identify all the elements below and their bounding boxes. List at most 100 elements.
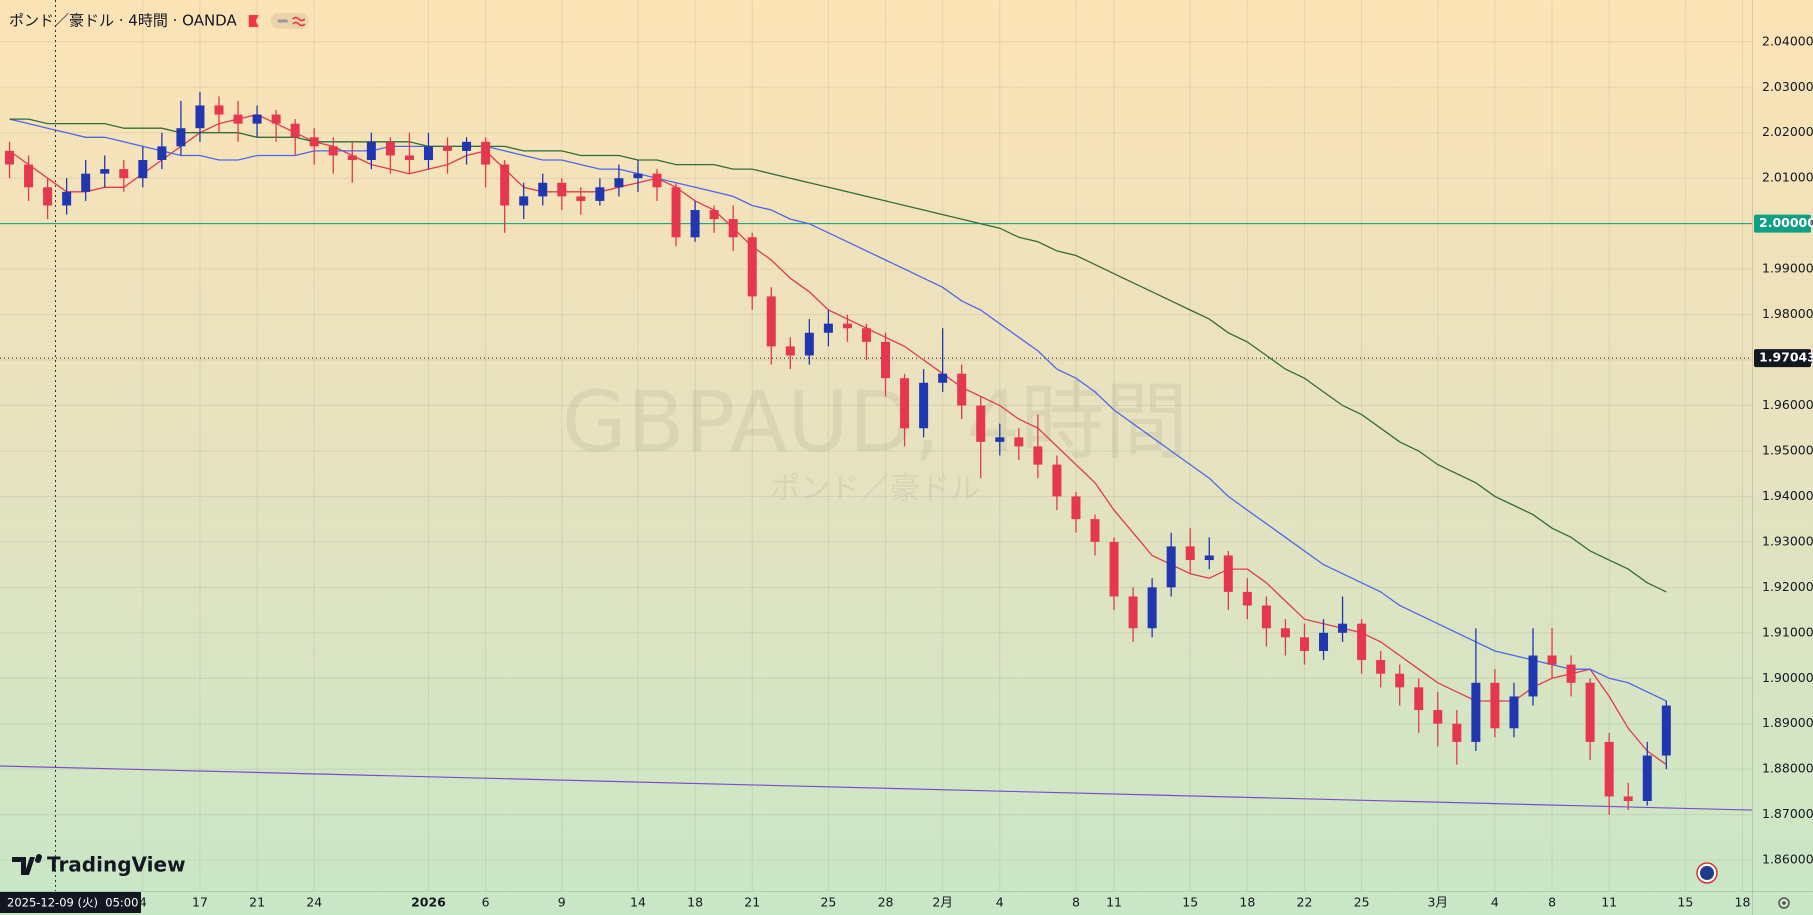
- candle-body: [919, 382, 929, 429]
- candle-body: [1166, 546, 1176, 588]
- candle-body: [1261, 605, 1271, 629]
- candle-body: [1585, 682, 1595, 742]
- candle-body: [595, 187, 605, 201]
- candle-body: [1528, 655, 1538, 697]
- candle-body: [500, 164, 510, 206]
- y-tick-label: 1.93000: [1762, 533, 1813, 548]
- y-tick-label: 1.99000: [1762, 261, 1813, 276]
- x-tick-label: 11: [1601, 895, 1617, 910]
- candle-body: [785, 346, 795, 356]
- candle-body: [842, 323, 852, 329]
- candle-body: [709, 210, 719, 220]
- y-tick-label: 1.95000: [1762, 442, 1813, 457]
- logo-dot: [35, 857, 41, 863]
- crosshair-label: 2025-12-09 (火) 05:00: [7, 896, 138, 910]
- x-tick-label: 25: [820, 895, 836, 910]
- x-tick-label: 22: [1297, 895, 1313, 910]
- candle-body: [1509, 696, 1519, 729]
- candle-body: [309, 137, 319, 147]
- candle-body: [157, 146, 167, 161]
- axes: 1.86000 1.87000 1.88000 1.89000 1.90000 1.910…: [139, 33, 1813, 909]
- y-tick-label: 1.88000: [1762, 761, 1813, 776]
- candle-body: [81, 173, 91, 192]
- candle-body: [1623, 796, 1633, 801]
- moving-average-line: [9, 113, 1667, 766]
- candle-body: [1338, 623, 1348, 633]
- x-tick-label: 25: [1354, 895, 1370, 910]
- x-tick-label: 18: [687, 895, 703, 910]
- candle-body: [195, 105, 205, 129]
- candle-body: [5, 150, 15, 165]
- candle-body: [995, 437, 1005, 442]
- candle-body: [62, 191, 72, 206]
- candle-body: [404, 155, 414, 161]
- x-tick-label: 2月: [932, 895, 952, 910]
- candle-body: [881, 341, 891, 379]
- candle-body: [519, 196, 529, 206]
- candle-body: [957, 373, 967, 406]
- candle-body: [1185, 546, 1195, 561]
- gear-hub: [1782, 901, 1786, 905]
- watermark: GBPAUD, 4時間: [562, 373, 1188, 471]
- x-tick-label: 24: [306, 895, 322, 910]
- candle-body: [1357, 623, 1367, 661]
- candle-body: [462, 141, 472, 151]
- x-tick-label: 8: [1548, 895, 1556, 910]
- candle-body: [290, 123, 300, 138]
- price-label-box: [1754, 214, 1811, 233]
- flag-badge[interactable]: [1696, 862, 1718, 884]
- x-tick-label: 6: [482, 895, 490, 910]
- x-tick-label: 18: [1239, 895, 1255, 910]
- candle-body: [976, 405, 986, 442]
- x-tick-label: 18: [1735, 895, 1751, 910]
- candle-body: [633, 173, 643, 179]
- candle-body: [1642, 755, 1652, 801]
- x-tick-label: 4: [139, 895, 147, 910]
- x-tick-label: 11: [1106, 895, 1122, 910]
- y-tick-label: 2.02000: [1762, 124, 1813, 139]
- candle-body: [1547, 655, 1557, 665]
- wave-icon: [292, 16, 306, 27]
- candle-body: [690, 210, 700, 238]
- logo-text: TradingView: [47, 853, 186, 877]
- candle-body: [119, 169, 129, 179]
- candle-body: [1071, 496, 1081, 520]
- candle-body: [1147, 587, 1157, 629]
- candle-body: [24, 164, 34, 188]
- candle-body: [861, 328, 871, 342]
- watermark-subtitle: ポンド／豪ドル: [770, 472, 980, 507]
- y-tick-label: 1.98000: [1762, 306, 1813, 321]
- logo-icon: [12, 854, 42, 875]
- candle-body: [1052, 464, 1062, 497]
- x-tick-label: 28: [878, 895, 894, 910]
- candle-body: [1566, 664, 1576, 683]
- settings-icon[interactable]: [1778, 897, 1790, 909]
- candle-body: [1319, 632, 1329, 651]
- candle-body: [138, 160, 148, 179]
- y-tick-label: 2.01000: [1762, 170, 1813, 185]
- candle-body: [1395, 673, 1405, 688]
- chart-title: ポンド／豪ドル · 4時間 · OANDA: [9, 12, 237, 30]
- candle-body: [481, 141, 491, 165]
- x-tick-label: 15: [1677, 895, 1693, 910]
- candle-body: [1661, 705, 1671, 756]
- candle-body: [1014, 437, 1024, 447]
- candle-body: [1414, 687, 1424, 711]
- logo: TradingView: [12, 853, 186, 877]
- x-tick-label: 3月: [1428, 895, 1448, 910]
- x-tick-label: 4: [1491, 895, 1499, 910]
- x-tick-label: 4: [996, 895, 1004, 910]
- x-tick-label: 14: [630, 895, 646, 910]
- flag-icon[interactable]: [248, 15, 259, 27]
- candle-body: [1242, 591, 1252, 606]
- candle-body: [43, 187, 53, 206]
- x-tick-label: 17: [192, 895, 208, 910]
- y-tick-label: 1.94000: [1762, 488, 1813, 503]
- candle-body: [443, 146, 453, 151]
- y-tick-label: 1.96000: [1762, 397, 1813, 412]
- candle-body: [576, 196, 586, 201]
- candle-body: [328, 146, 338, 156]
- y-tick-label: 1.90000: [1762, 670, 1813, 685]
